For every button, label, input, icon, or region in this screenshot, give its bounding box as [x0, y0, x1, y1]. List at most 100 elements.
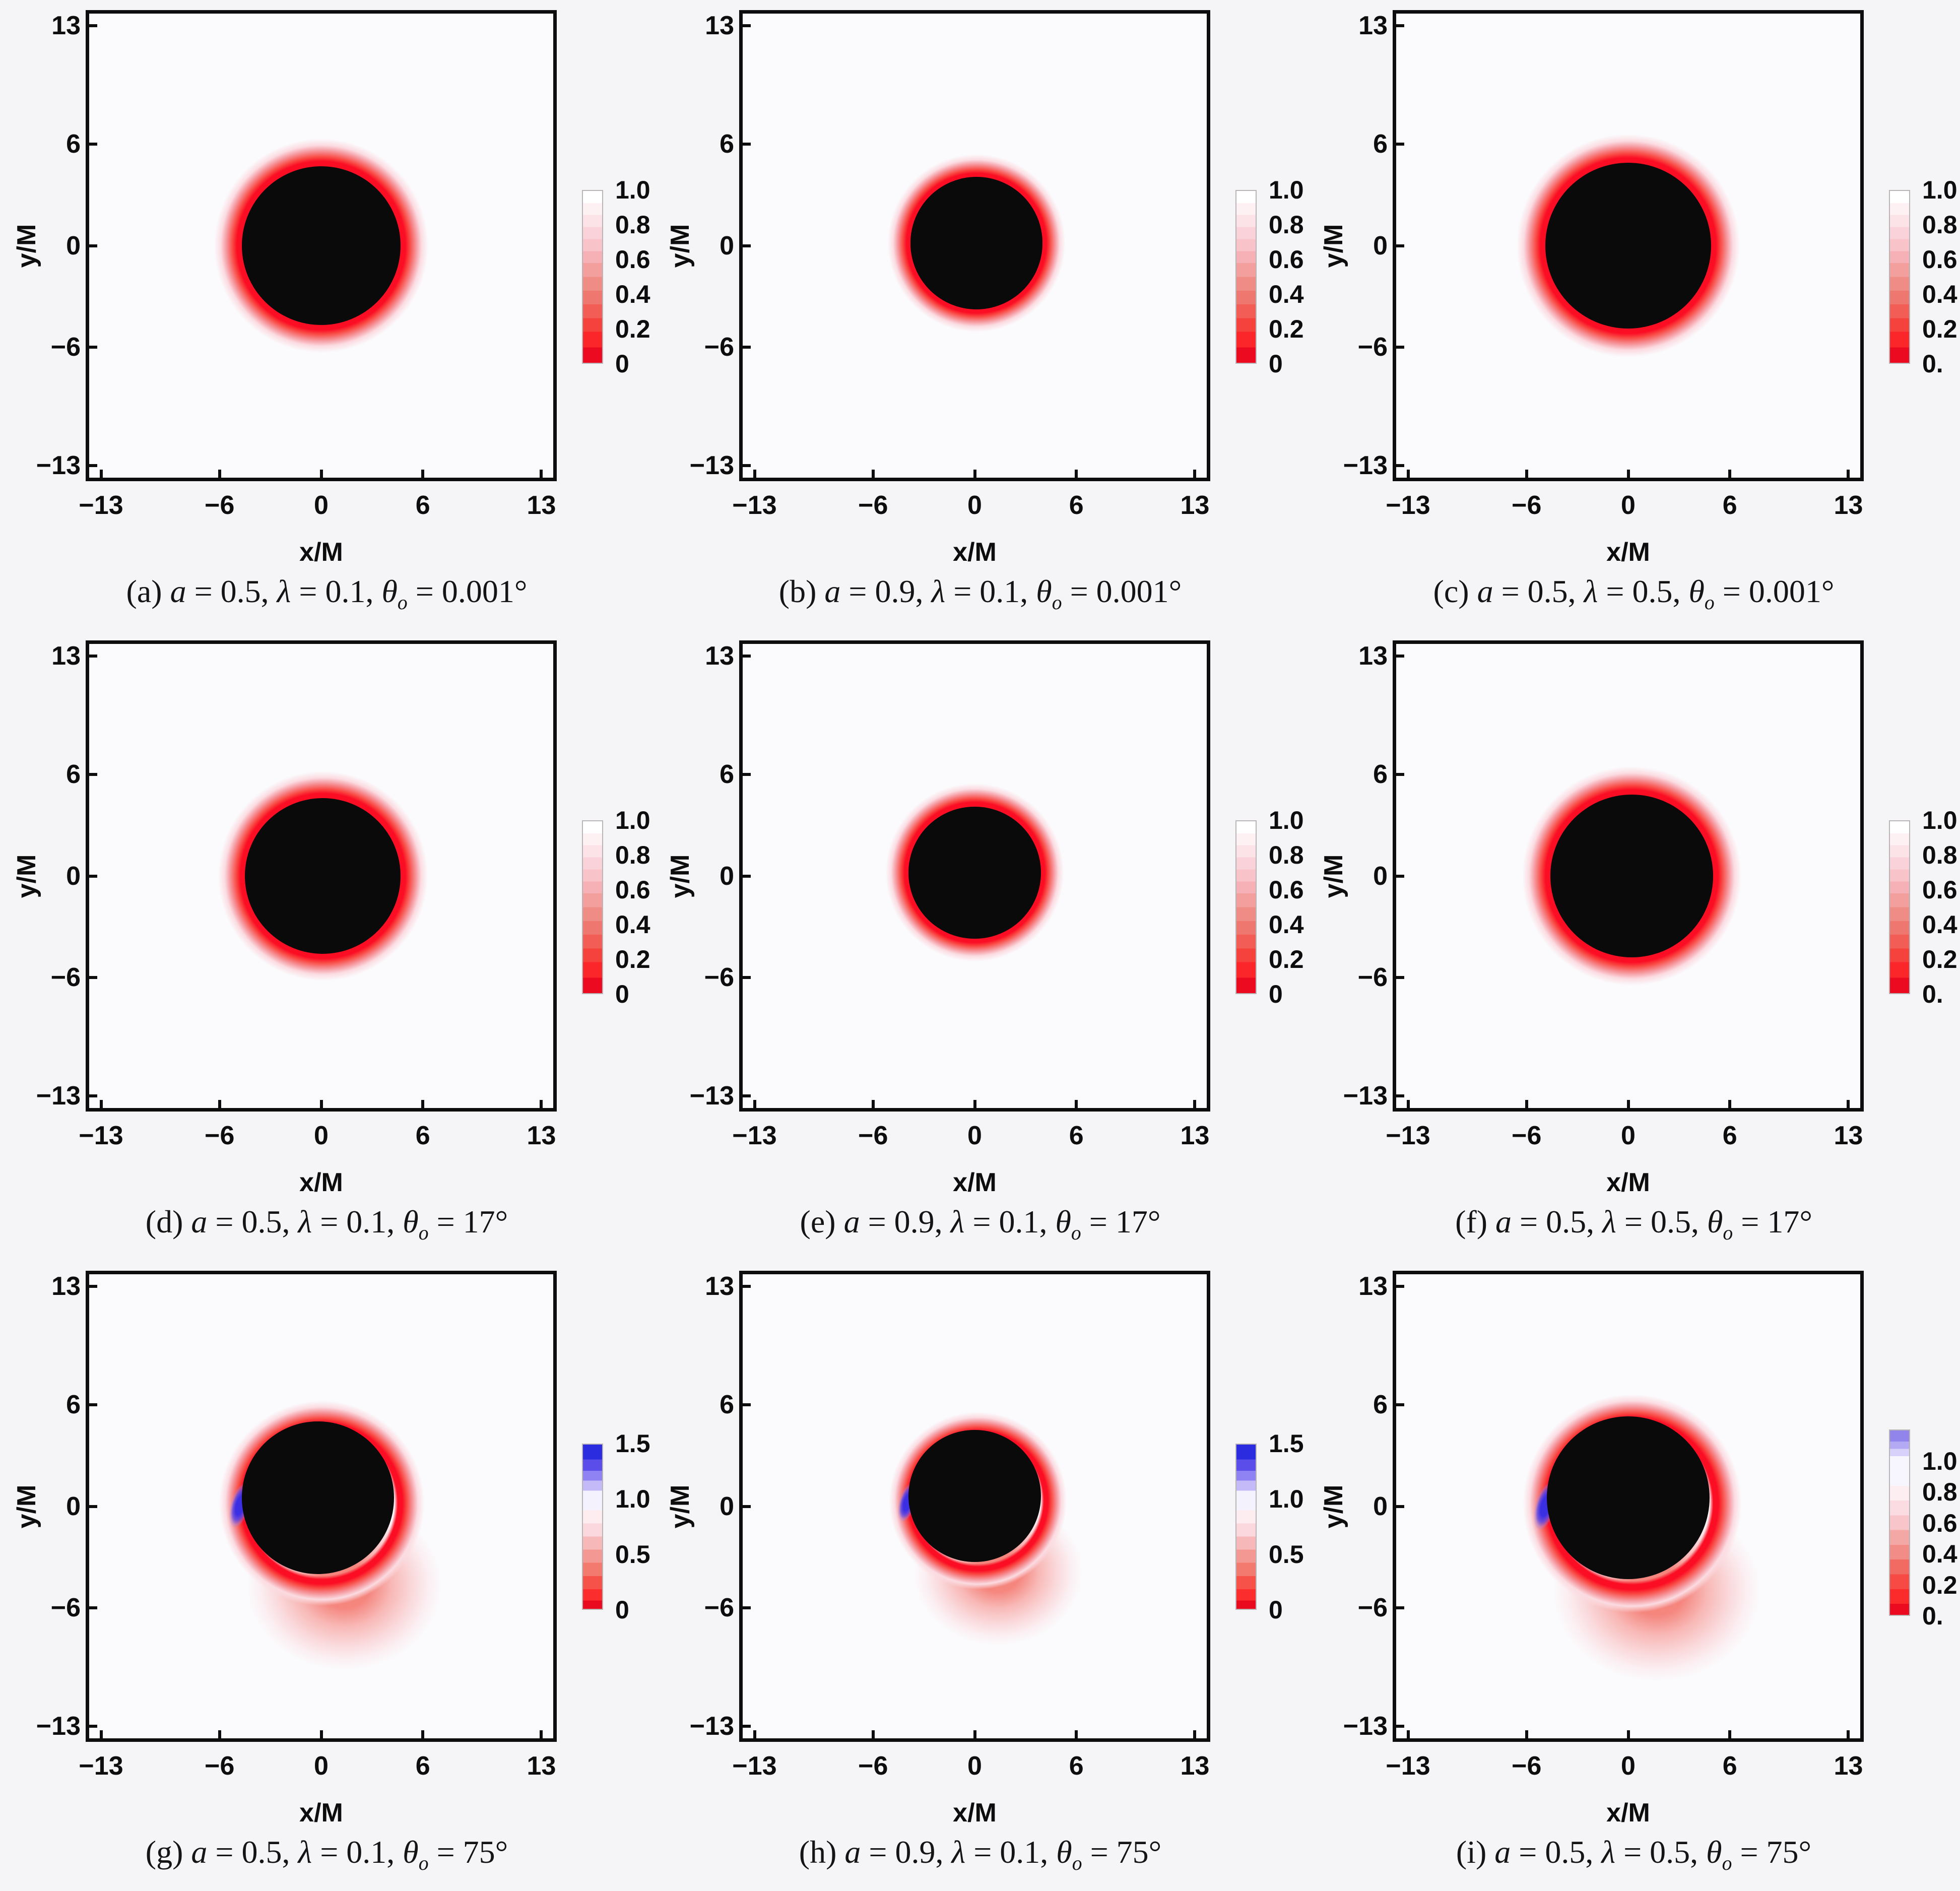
x-tick-mark: [871, 1100, 875, 1108]
colorbar-tick-label: 0.8: [1269, 841, 1304, 869]
black-hole-shadow: [1547, 1416, 1710, 1580]
caption-text: a: [1495, 1204, 1512, 1240]
x-tick-label: −6: [1512, 1121, 1542, 1150]
y-tick-mark: [1396, 1403, 1404, 1406]
y-tick-mark: [1396, 1606, 1404, 1610]
black-hole-shadow: [241, 166, 401, 325]
x-tick-mark: [1193, 1100, 1197, 1108]
plot-frame-h: [739, 1271, 1210, 1742]
y-tick-label: 0: [66, 1491, 81, 1521]
y-tick-mark: [89, 1505, 97, 1508]
x-axis-label: x/M: [1606, 1168, 1650, 1197]
y-tick-label: 0: [1373, 1491, 1388, 1521]
panel-i: y/M x/M (i) a = 0.5, λ = 0.5, θo = 75° 1…: [1307, 1261, 1960, 1891]
x-axis-label: x/M: [1606, 1798, 1650, 1828]
caption-text: o: [418, 1221, 429, 1244]
x-tick-mark: [99, 1730, 103, 1738]
colorbar-tick-label: 0.4: [1922, 910, 1957, 939]
colorbar-tick-label: 0.8: [1269, 211, 1304, 239]
caption-text: a: [1477, 573, 1493, 609]
x-tick-label: −6: [205, 491, 235, 520]
plot-frame-f: [1393, 640, 1864, 1112]
x-tick-label: 0: [1621, 1751, 1636, 1781]
caption-text: (a): [126, 573, 170, 609]
y-tick-mark: [89, 874, 97, 878]
y-tick-mark: [1396, 142, 1404, 146]
plot-frame-e: [739, 640, 1210, 1112]
x-axis-label: x/M: [953, 538, 997, 567]
x-tick-mark: [1728, 470, 1732, 478]
y-tick-mark: [89, 1725, 97, 1728]
y-tick-label: 6: [720, 1390, 734, 1419]
x-tick-label: 13: [527, 491, 556, 520]
caption-text: = 0.5,: [1512, 1204, 1603, 1240]
y-tick-label: 13: [705, 11, 734, 40]
colorbar-tick-label: 0: [1269, 350, 1283, 378]
x-tick-label: 13: [1180, 491, 1210, 520]
x-tick-label: 0: [967, 1121, 982, 1150]
caption-text: = 0.5,: [207, 1834, 298, 1870]
black-hole-shadow: [908, 806, 1041, 939]
y-tick-label: −6: [1357, 963, 1388, 993]
black-hole-shadow: [1550, 795, 1713, 957]
plot-frame-i: [1393, 1271, 1864, 1742]
colorbar-tick-label: 1.0: [615, 1484, 650, 1513]
plot-frame-d: [86, 640, 557, 1112]
y-tick-label: −13: [689, 1712, 734, 1741]
caption-text: λ: [1601, 1834, 1616, 1870]
caption-text: λ: [1602, 1204, 1616, 1240]
y-tick-mark: [743, 976, 751, 980]
x-tick-label: −13: [79, 491, 123, 520]
caption-text: a: [191, 1204, 208, 1240]
y-tick-label: 13: [51, 11, 81, 40]
x-tick-label: 6: [1069, 1751, 1084, 1781]
colorbar-b: [1235, 190, 1257, 364]
y-tick-label: −6: [704, 963, 734, 993]
y-tick-mark: [89, 1284, 97, 1288]
colorbar-tick-label: 0.6: [615, 245, 650, 274]
caption-text: = 0.1,: [291, 573, 382, 609]
caption-text: a: [191, 1834, 208, 1870]
panel-d: y/M x/M (d) a = 0.5, λ = 0.1, θo = 17° 1…: [0, 630, 654, 1261]
y-tick-mark: [1396, 24, 1404, 27]
x-tick-label: 0: [314, 491, 329, 520]
y-tick-mark: [1396, 1725, 1404, 1728]
y-tick-label: 13: [1358, 1271, 1388, 1301]
y-tick-label: 0: [1373, 231, 1388, 260]
y-tick-mark: [89, 142, 97, 146]
panel-caption-f: (f) a = 0.5, λ = 0.5, θo = 17°: [1307, 1199, 1960, 1256]
caption-text: (e): [800, 1204, 844, 1240]
x-tick-label: −6: [1512, 491, 1542, 520]
caption-text: o: [1723, 1221, 1733, 1244]
x-tick-mark: [1626, 1730, 1630, 1738]
caption-text: = 0.1,: [312, 1834, 403, 1870]
y-tick-mark: [743, 654, 751, 658]
y-tick-label: 0: [720, 1491, 734, 1521]
x-axis-label: x/M: [299, 538, 343, 567]
colorbar-tick-label: 0.6: [1269, 876, 1304, 904]
colorbar-h: [1235, 1444, 1257, 1610]
y-tick-mark: [1396, 1094, 1404, 1098]
x-tick-label: 6: [1722, 491, 1737, 520]
caption-text: = 0.001°: [1714, 573, 1835, 609]
y-tick-label: 6: [1373, 759, 1388, 789]
x-tick-label: 6: [1722, 1751, 1737, 1781]
x-tick-mark: [1193, 1730, 1197, 1738]
y-tick-mark: [743, 1403, 751, 1406]
caption-text: λ: [1584, 573, 1598, 609]
y-tick-label: 13: [51, 641, 81, 671]
caption-text: (f): [1455, 1204, 1496, 1240]
x-tick-mark: [753, 1730, 756, 1738]
x-tick-mark: [1075, 1730, 1078, 1738]
colorbar-tick-label: 0.2: [615, 315, 650, 343]
colorbar-tick-label: 0: [1269, 980, 1283, 1008]
caption-text: = 0.1,: [945, 573, 1036, 609]
x-tick-mark: [1847, 1730, 1850, 1738]
plot-frame-c: [1393, 10, 1864, 481]
y-tick-mark: [1396, 654, 1404, 658]
colorbar-tick-label: 0.8: [615, 841, 650, 869]
x-tick-mark: [421, 1730, 425, 1738]
y-tick-mark: [1396, 346, 1404, 349]
panel-caption-h: (h) a = 0.9, λ = 0.1, θo = 75°: [654, 1829, 1307, 1886]
